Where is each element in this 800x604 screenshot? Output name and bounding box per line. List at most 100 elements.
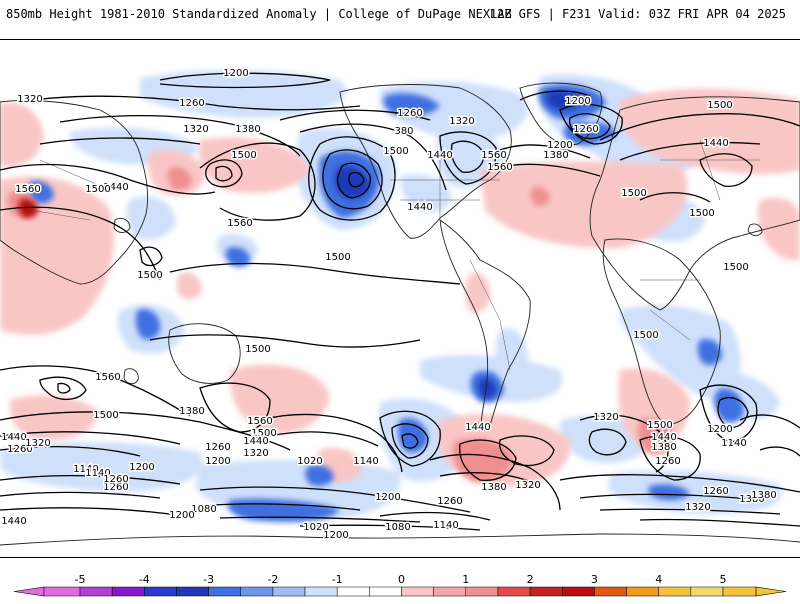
contour-label: 1200 xyxy=(375,492,400,503)
contour-label: 1380 xyxy=(739,494,764,505)
contour-label: 1260 xyxy=(703,486,728,497)
colorbar-tick-label: -3 xyxy=(203,573,214,586)
colorbar-segment xyxy=(594,586,627,597)
colorbar-segment xyxy=(208,586,242,597)
height-contours xyxy=(0,72,800,531)
contour-label: 1500 xyxy=(647,420,672,431)
anomaly-shading-light-red xyxy=(0,88,800,487)
colorbar-tick-label: -5 xyxy=(75,573,86,586)
colorbar-segment xyxy=(722,586,757,597)
contour-label: 1560 xyxy=(227,218,252,229)
contour-label: 1320 xyxy=(243,448,268,459)
contour-label: 1260 xyxy=(397,108,422,119)
colorbar-segment xyxy=(562,586,595,597)
header: 850mb Height 1981-2010 Standardized Anom… xyxy=(0,0,800,40)
contour-label: 1140 xyxy=(85,468,110,479)
contour-label: 1200 xyxy=(547,140,572,151)
contour-label: 1320 xyxy=(449,116,474,127)
contour-label: 1440 xyxy=(407,202,432,213)
contour-label: 1260 xyxy=(205,442,230,453)
contour-label: 1380 xyxy=(235,124,260,135)
contour-label: 1440 xyxy=(1,516,26,527)
contour-label: 1020 xyxy=(297,456,322,467)
colorbar-tick-label: 1 xyxy=(462,573,469,586)
contour-label: 1260 xyxy=(179,98,204,109)
colorbar-segment xyxy=(240,586,274,597)
contour-label: 1560 xyxy=(247,416,272,427)
contour-label: 1260 xyxy=(573,124,598,135)
contour-label: 1500 xyxy=(137,270,162,281)
contour-label: 1320 xyxy=(685,502,710,513)
contour-label: 1380 xyxy=(543,150,568,161)
coastlines xyxy=(0,82,800,546)
contour-label: 1140 xyxy=(73,464,98,475)
colorbar-tick-label: 4 xyxy=(655,573,662,586)
colorbar-segment xyxy=(43,586,81,597)
contour-label: 1260 xyxy=(103,482,128,493)
colorbar-segment xyxy=(272,586,306,597)
colorbar-max-arrow xyxy=(755,586,787,597)
contour-label: 1260 xyxy=(655,456,680,467)
contour-label: 1500 xyxy=(383,146,408,157)
contour-label: 1560 xyxy=(487,162,512,173)
contour-label: 1260 xyxy=(7,444,32,455)
contour-label: 1260 xyxy=(437,496,462,507)
contour-label: 1380 xyxy=(481,482,506,493)
colorbar-segment xyxy=(433,586,467,597)
colorbar-segment xyxy=(304,586,338,597)
contour-label: 1560 xyxy=(15,184,40,195)
colorbar-segment xyxy=(626,586,659,597)
contour-label: 1560 xyxy=(481,150,506,161)
contour-label: 1440 xyxy=(103,182,128,193)
contour-label: 1200 xyxy=(223,68,248,79)
contour-label: 1200 xyxy=(323,530,348,541)
contour-label: 1320 xyxy=(593,412,618,423)
contour-label: 1260 xyxy=(103,474,128,485)
colorbar-tick-label: -1 xyxy=(332,573,343,586)
colorbar-min-arrow xyxy=(13,586,45,597)
contour-label: 1500 xyxy=(85,184,110,195)
colorbar-segment xyxy=(497,586,531,597)
colorbar-tick-label: -4 xyxy=(139,573,150,586)
contour-label: 1500 xyxy=(93,410,118,421)
contour-label: 1500 xyxy=(251,428,276,439)
contour-label: 380 xyxy=(394,126,413,137)
colorbar: -5 -4 -3 -2 -1 0 1 2 3 4 5 xyxy=(0,559,800,600)
contour-label: 1440 xyxy=(427,150,452,161)
contour-label: 1320 xyxy=(515,480,540,491)
colorbar-segment xyxy=(401,586,434,597)
colorbar-segment xyxy=(658,586,692,597)
contour-label: 1080 xyxy=(191,504,216,515)
anomaly-shading-deep-red xyxy=(18,198,38,219)
contour-label: 1500 xyxy=(325,252,350,263)
contour-label: 1020 xyxy=(303,522,328,533)
contour-label: 1440 xyxy=(243,436,268,447)
colorbar-segment xyxy=(144,586,177,597)
contour-label: 1380 xyxy=(179,406,204,417)
contour-label: 1560 xyxy=(95,372,120,383)
map-panel: 1200 1320 1260 1320 1380 1500 1560 1440 1500 1560… xyxy=(0,40,800,558)
colorbar-tick-label: 3 xyxy=(591,573,598,586)
colorbar-segment xyxy=(336,586,370,597)
colorbar-segment xyxy=(111,586,145,597)
contour-label: 1500 xyxy=(723,262,748,273)
contour-label: 1500 xyxy=(231,150,256,161)
contour-label: 1080 xyxy=(385,522,410,533)
contour-label: 1320 xyxy=(17,94,42,105)
model-run-info: 12Z GFS | F231 Valid: 03Z FRI APR 04 202… xyxy=(489,7,786,21)
colorbar-tick-label: -2 xyxy=(267,573,278,586)
contour-label: 1320 xyxy=(25,438,50,449)
contour-label: 1200 xyxy=(707,424,732,435)
colorbar-graphic: -5 -4 -3 -2 -1 0 1 2 3 4 5 xyxy=(13,573,787,597)
contour-label: 1380 xyxy=(751,490,776,501)
colorbar-segment xyxy=(465,586,499,597)
contour-label: 1140 xyxy=(353,456,378,467)
colorbar-segment xyxy=(369,586,402,597)
colorbar-tick-label: 2 xyxy=(527,573,534,586)
contour-label: 1440 xyxy=(465,422,490,433)
contour-label: 1500 xyxy=(621,188,646,199)
contour-label: 1440 xyxy=(1,432,26,443)
contour-label: 1500 xyxy=(707,100,732,111)
